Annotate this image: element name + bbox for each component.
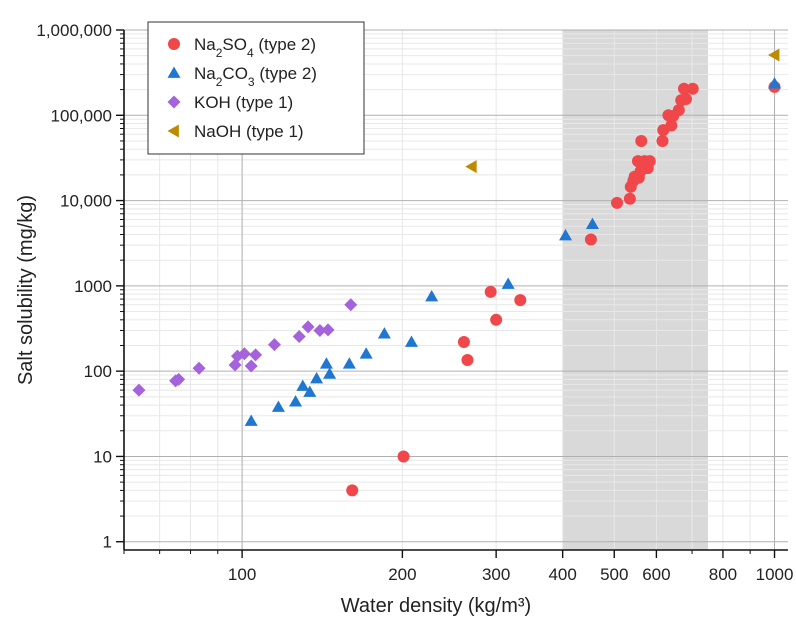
na2co3-point bbox=[359, 347, 373, 359]
koh-point bbox=[321, 323, 335, 337]
na2so4-point bbox=[686, 82, 699, 95]
legend-marker bbox=[168, 38, 180, 50]
na2so4-point bbox=[635, 134, 648, 147]
na2co3-point bbox=[296, 379, 310, 391]
na2co3-point bbox=[585, 217, 599, 229]
na2so4-point bbox=[672, 104, 685, 117]
y-tick-label: 1 bbox=[103, 533, 112, 552]
legend-label-part: (type 2) bbox=[255, 64, 317, 83]
legend-box bbox=[147, 21, 365, 155]
koh-point bbox=[249, 348, 263, 362]
na2co3-point bbox=[768, 77, 782, 89]
koh-point bbox=[172, 372, 186, 386]
koh-point bbox=[132, 383, 146, 397]
koh-point bbox=[228, 358, 242, 372]
y-tick-label: 10,000 bbox=[60, 192, 112, 211]
na2co3-point bbox=[501, 277, 515, 289]
y-tick-label: 1,000,000 bbox=[36, 21, 112, 40]
y-tick-label: 100,000 bbox=[51, 106, 112, 125]
legend-label: NaOH (type 1) bbox=[194, 122, 304, 141]
na2co3-point bbox=[289, 395, 303, 407]
naoh-point bbox=[465, 160, 477, 174]
y-tick-label: 1000 bbox=[74, 277, 112, 296]
na2co3-point bbox=[425, 290, 439, 302]
na2so4-point bbox=[397, 450, 410, 463]
legend-label: Na2SO4 (type 2) bbox=[194, 35, 316, 60]
na2so4-point bbox=[461, 354, 474, 367]
na2so4-point bbox=[457, 335, 470, 348]
y-tick-label: 100 bbox=[84, 362, 112, 381]
na2co3-point bbox=[271, 400, 285, 412]
legend-marker bbox=[167, 66, 181, 78]
legend-label-part: NaOH (type 1) bbox=[194, 122, 304, 141]
legend-label-part: 3 bbox=[248, 75, 255, 89]
na2so4-point bbox=[484, 285, 497, 298]
na2so4-point bbox=[665, 119, 678, 132]
legend-label-part: 2 bbox=[216, 75, 223, 89]
x-tick-label: 100 bbox=[228, 565, 256, 584]
na2so4-point bbox=[677, 82, 690, 95]
koh-point bbox=[244, 359, 258, 373]
legend-label-part: (type 2) bbox=[254, 35, 316, 54]
legend-label-part: Na bbox=[194, 35, 216, 54]
na2so4-point bbox=[490, 313, 503, 326]
koh-point bbox=[192, 361, 206, 375]
legend-label-part: CO bbox=[222, 64, 248, 83]
x-tick-label: 800 bbox=[709, 565, 737, 584]
na2co3-point bbox=[303, 385, 317, 397]
legend-label-part: Na bbox=[194, 64, 216, 83]
x-axis-title: Water density (kg/m³) bbox=[341, 595, 531, 617]
x-tick-label: 400 bbox=[548, 565, 576, 584]
legend-label-part: 2 bbox=[216, 46, 223, 60]
legend-label: KOH (type 1) bbox=[194, 93, 293, 112]
x-tick-label: 200 bbox=[388, 565, 416, 584]
na2so4-point bbox=[623, 192, 636, 205]
koh-point bbox=[313, 323, 327, 337]
y-axis-title: Salt solubility (mg/kg) bbox=[15, 195, 37, 385]
x-tick-label: 500 bbox=[600, 565, 628, 584]
x-tick-label: 1000 bbox=[756, 565, 794, 584]
x-tick-label: 300 bbox=[482, 565, 510, 584]
legend-marker bbox=[167, 95, 181, 109]
koh-point bbox=[237, 347, 251, 361]
koh-point bbox=[301, 320, 315, 334]
x-tick-label: 600 bbox=[642, 565, 670, 584]
koh-point bbox=[344, 298, 358, 312]
na2so4-point bbox=[611, 196, 624, 209]
na2co3-point bbox=[319, 357, 333, 369]
legend-label-part: SO bbox=[222, 35, 247, 54]
na2co3-point bbox=[559, 228, 573, 241]
na2so4-point bbox=[346, 484, 359, 497]
na2so4-point bbox=[680, 93, 693, 106]
y-tick-label: 10 bbox=[93, 447, 112, 466]
legend-label: Na2CO3 (type 2) bbox=[194, 64, 317, 89]
na2co3-point bbox=[310, 372, 324, 384]
na2co3-point bbox=[244, 414, 258, 426]
koh-point bbox=[292, 329, 306, 343]
koh-point bbox=[267, 338, 281, 352]
na2co3-point bbox=[342, 357, 356, 369]
na2so4-point bbox=[584, 233, 597, 246]
na2so4-point bbox=[656, 134, 669, 147]
na2so4-point bbox=[514, 294, 527, 307]
na2so4-point bbox=[643, 155, 656, 168]
na2co3-point bbox=[323, 367, 337, 379]
legend-label-part: 4 bbox=[247, 46, 254, 60]
na2co3-point bbox=[404, 335, 418, 347]
legend-marker bbox=[167, 124, 179, 138]
na2co3-point bbox=[377, 327, 391, 339]
legend-label-part: KOH (type 1) bbox=[194, 93, 293, 112]
naoh-point bbox=[768, 48, 780, 62]
